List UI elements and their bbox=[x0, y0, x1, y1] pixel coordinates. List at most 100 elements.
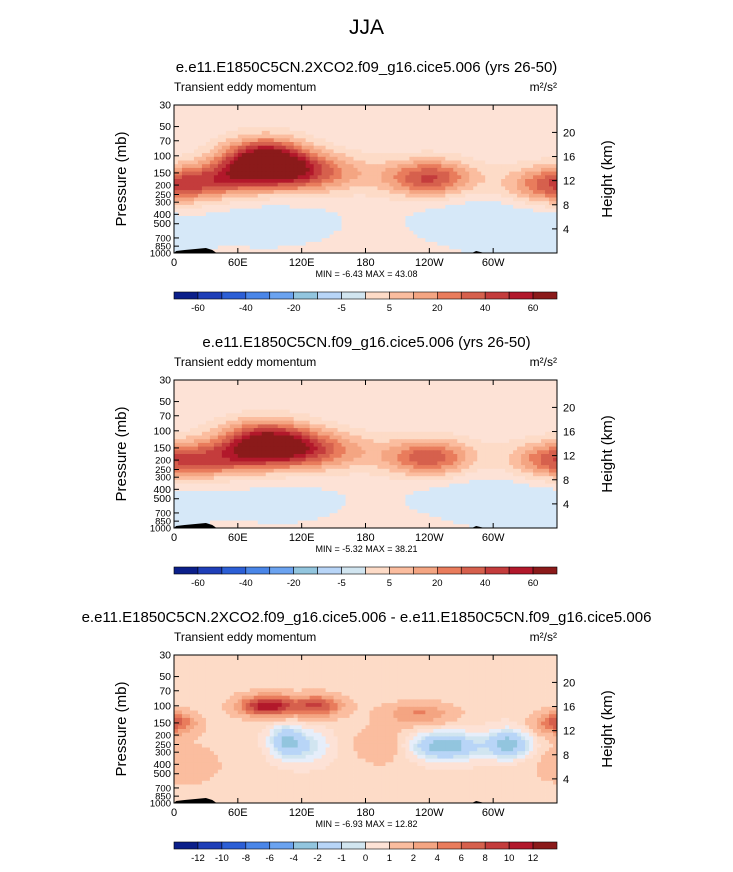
heatmap-cell bbox=[497, 190, 502, 195]
heatmap-cell bbox=[213, 105, 219, 110]
heatmap-cell bbox=[297, 230, 303, 235]
heatmap-cell bbox=[337, 409, 342, 414]
heatmap-cell bbox=[305, 201, 311, 206]
heatmap-cell bbox=[553, 409, 558, 414]
heatmap-cell bbox=[289, 108, 295, 113]
heatmap-cell bbox=[521, 208, 526, 213]
heatmap-cell bbox=[265, 127, 271, 132]
heatmap-cell bbox=[185, 234, 191, 239]
heatmap-cell bbox=[417, 134, 422, 139]
heatmap-cell bbox=[385, 145, 390, 150]
heatmap-cell bbox=[441, 402, 446, 407]
heatmap-cell bbox=[453, 127, 458, 132]
heatmap-cell bbox=[289, 398, 295, 403]
heatmap-cell bbox=[197, 145, 203, 150]
heatmap-cell bbox=[429, 145, 434, 150]
heatmap-cell bbox=[357, 156, 362, 161]
heatmap-cell bbox=[365, 223, 370, 228]
heatmap-cell bbox=[481, 383, 486, 388]
heatmap-cell bbox=[529, 182, 534, 187]
heatmap-cell bbox=[253, 391, 259, 396]
heatmap-cell bbox=[521, 387, 526, 392]
heatmap-cell bbox=[449, 171, 454, 176]
heatmap-cell bbox=[225, 130, 231, 135]
heatmap-cell bbox=[441, 391, 446, 396]
heatmap-cell bbox=[361, 160, 366, 165]
heatmap-cell bbox=[421, 387, 426, 392]
heatmap-cell bbox=[333, 394, 338, 399]
heatmap-cell bbox=[253, 105, 259, 110]
heatmap-cell bbox=[289, 212, 295, 217]
heatmap-cell bbox=[425, 175, 430, 180]
heatmap-cell bbox=[425, 201, 430, 206]
heatmap-cell bbox=[485, 138, 490, 143]
heatmap-cell bbox=[413, 249, 418, 254]
heatmap-cell bbox=[485, 164, 490, 169]
heatmap-cell bbox=[465, 175, 470, 180]
heatmap-cell bbox=[357, 108, 362, 113]
heatmap-cell bbox=[313, 402, 319, 407]
heatmap-cell bbox=[529, 112, 534, 117]
heatmap-cell bbox=[261, 417, 267, 422]
heatmap-cell bbox=[301, 230, 307, 235]
heatmap-cell bbox=[489, 402, 494, 407]
heatmap-cell bbox=[181, 238, 187, 243]
heatmap-cell bbox=[273, 186, 279, 191]
heatmap-cell bbox=[174, 134, 179, 139]
heatmap-cell bbox=[261, 142, 267, 147]
heatmap-cell bbox=[501, 160, 506, 165]
heatmap-cell bbox=[445, 391, 450, 396]
heatmap-cell bbox=[305, 193, 311, 198]
heatmap-cell bbox=[413, 238, 418, 243]
heatmap-cell bbox=[201, 119, 207, 124]
heatmap-cell bbox=[213, 182, 219, 187]
heatmap-cell bbox=[357, 119, 362, 124]
heatmap-cell bbox=[525, 149, 530, 154]
heatmap-cell bbox=[541, 245, 546, 250]
heatmap-cell bbox=[225, 142, 231, 147]
heatmap-cell bbox=[357, 223, 362, 228]
heatmap-cell bbox=[225, 197, 231, 202]
heatmap-cell bbox=[533, 171, 538, 176]
heatmap-cell bbox=[441, 193, 446, 198]
heatmap-cell bbox=[174, 417, 179, 422]
heatmap-cell bbox=[174, 108, 179, 113]
heatmap-cell bbox=[381, 153, 386, 158]
heatmap-cell bbox=[337, 223, 342, 228]
heatmap-cell bbox=[449, 204, 454, 209]
heatmap-cell bbox=[453, 234, 458, 239]
heatmap-cell bbox=[481, 119, 486, 124]
heatmap-cell bbox=[377, 238, 382, 243]
heatmap-cell bbox=[549, 186, 554, 191]
heatmap-cell bbox=[385, 116, 390, 121]
heatmap-cell bbox=[377, 190, 382, 195]
heatmap-cell bbox=[529, 130, 534, 135]
heatmap-cell bbox=[225, 164, 231, 169]
heatmap-cell bbox=[437, 204, 442, 209]
heatmap-cell bbox=[297, 193, 303, 198]
heatmap-cell bbox=[497, 182, 502, 187]
heatmap-cell bbox=[361, 398, 366, 403]
heatmap-cell bbox=[321, 238, 326, 243]
heatmap-cell bbox=[221, 142, 227, 147]
heatmap-cell bbox=[353, 230, 358, 235]
heatmap-cell bbox=[409, 413, 414, 418]
height-tick-label: 4 bbox=[563, 224, 569, 236]
heatmap-cell bbox=[489, 197, 494, 202]
heatmap-cell bbox=[369, 204, 374, 209]
heatmap-cell bbox=[525, 394, 530, 399]
heatmap-cell bbox=[297, 208, 303, 213]
heatmap-cell bbox=[361, 223, 366, 228]
heatmap-cell bbox=[177, 212, 183, 217]
heatmap-cell bbox=[177, 112, 183, 117]
heatmap-cell bbox=[417, 241, 422, 246]
heatmap-cell bbox=[293, 212, 299, 217]
heatmap-cell bbox=[181, 219, 187, 224]
heatmap-cell bbox=[389, 212, 394, 217]
heatmap-cell bbox=[193, 123, 199, 128]
heatmap-cell bbox=[333, 123, 338, 128]
heatmap-cell bbox=[225, 204, 231, 209]
heatmap-cell bbox=[293, 249, 299, 254]
heatmap-cell bbox=[233, 119, 239, 124]
heatmap-cell bbox=[345, 230, 350, 235]
